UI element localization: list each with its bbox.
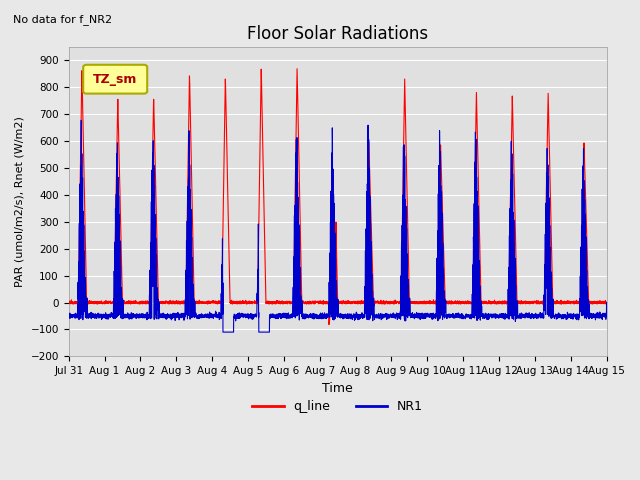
X-axis label: Time: Time [322, 382, 353, 395]
Text: TZ_sm: TZ_sm [93, 72, 138, 86]
Title: Floor Solar Radiations: Floor Solar Radiations [247, 24, 428, 43]
Y-axis label: PAR (umol/m2/s), Rnet (W/m2): PAR (umol/m2/s), Rnet (W/m2) [15, 116, 25, 287]
Text: No data for f_NR2: No data for f_NR2 [13, 14, 112, 25]
Legend: q_line, NR1: q_line, NR1 [248, 395, 428, 418]
